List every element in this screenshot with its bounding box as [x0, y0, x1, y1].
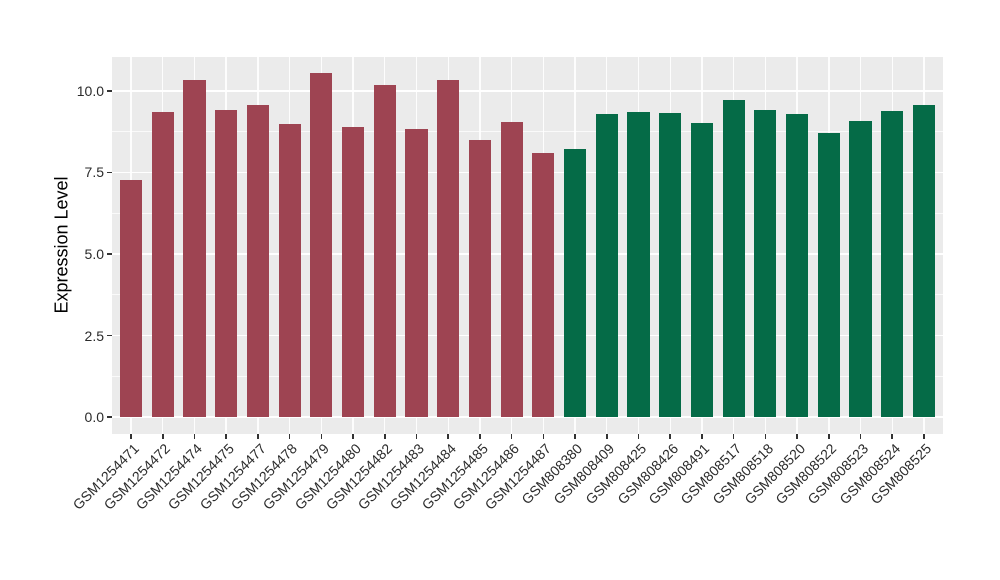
y-tick-mark	[107, 90, 112, 92]
x-tick-mark	[542, 434, 545, 439]
gridline-major	[112, 171, 943, 174]
bar	[912, 104, 936, 418]
gridline-major	[112, 416, 943, 418]
y-tick-label: 10.0	[76, 82, 104, 99]
gridline-minor	[112, 375, 943, 377]
y-tick-mark	[107, 171, 112, 174]
x-tick-mark	[288, 434, 291, 439]
bar	[341, 127, 365, 418]
x-tick-mark	[764, 434, 767, 439]
x-tick-mark	[447, 434, 449, 439]
gridline-major	[112, 90, 943, 92]
bar	[119, 179, 143, 418]
x-tick-mark	[669, 434, 672, 439]
bar	[785, 113, 809, 418]
bar	[754, 109, 777, 418]
bar	[373, 85, 396, 418]
plot-panel	[112, 57, 943, 434]
bar	[722, 100, 745, 418]
gridline-minor	[112, 212, 943, 214]
x-tick-mark	[732, 434, 735, 439]
bar	[468, 140, 491, 418]
x-tick-mark	[352, 434, 354, 439]
x-tick-mark	[796, 434, 798, 439]
bar	[817, 132, 840, 418]
x-tick-mark	[605, 434, 608, 439]
gridline-major	[112, 334, 943, 337]
bar	[881, 110, 904, 418]
x-tick-mark	[828, 434, 830, 439]
x-tick-mark	[510, 434, 513, 439]
y-tick-label: 2.5	[84, 327, 104, 344]
x-tick-mark	[130, 434, 132, 439]
bar	[690, 123, 714, 418]
bar	[278, 123, 301, 418]
bar	[151, 112, 174, 418]
bar	[183, 80, 206, 418]
x-tick-mark	[701, 434, 703, 439]
x-tick-mark	[479, 434, 481, 439]
x-tick-mark	[383, 434, 386, 439]
x-tick-mark	[637, 434, 640, 439]
bar	[659, 112, 682, 418]
bar	[563, 148, 587, 418]
y-tick-mark	[107, 253, 112, 255]
y-tick-mark	[107, 416, 112, 418]
bar	[437, 80, 460, 418]
y-tick-label: 7.5	[84, 164, 104, 181]
x-tick-mark	[193, 434, 196, 439]
bar	[849, 120, 872, 418]
x-tick-mark	[923, 434, 925, 439]
x-tick-mark	[161, 434, 164, 439]
x-tick-mark	[415, 434, 418, 439]
bar	[595, 113, 618, 418]
bar	[500, 121, 523, 418]
bar	[532, 153, 555, 418]
bar	[246, 104, 269, 418]
x-tick-mark	[859, 434, 862, 439]
y-tick-label: 0.0	[84, 409, 104, 426]
x-tick-mark	[225, 434, 227, 439]
bar	[310, 73, 333, 418]
gridline-minor	[112, 294, 943, 296]
bar	[405, 128, 428, 418]
gridline-major	[112, 253, 943, 255]
y-tick-label: 5.0	[84, 245, 104, 262]
bar	[627, 111, 650, 418]
x-tick-mark	[257, 434, 259, 439]
x-tick-mark	[891, 434, 894, 439]
x-tick-mark	[320, 434, 323, 439]
x-tick-mark	[574, 434, 576, 439]
gridline-minor	[112, 131, 943, 133]
bar	[215, 109, 238, 418]
y-tick-mark	[107, 334, 112, 337]
